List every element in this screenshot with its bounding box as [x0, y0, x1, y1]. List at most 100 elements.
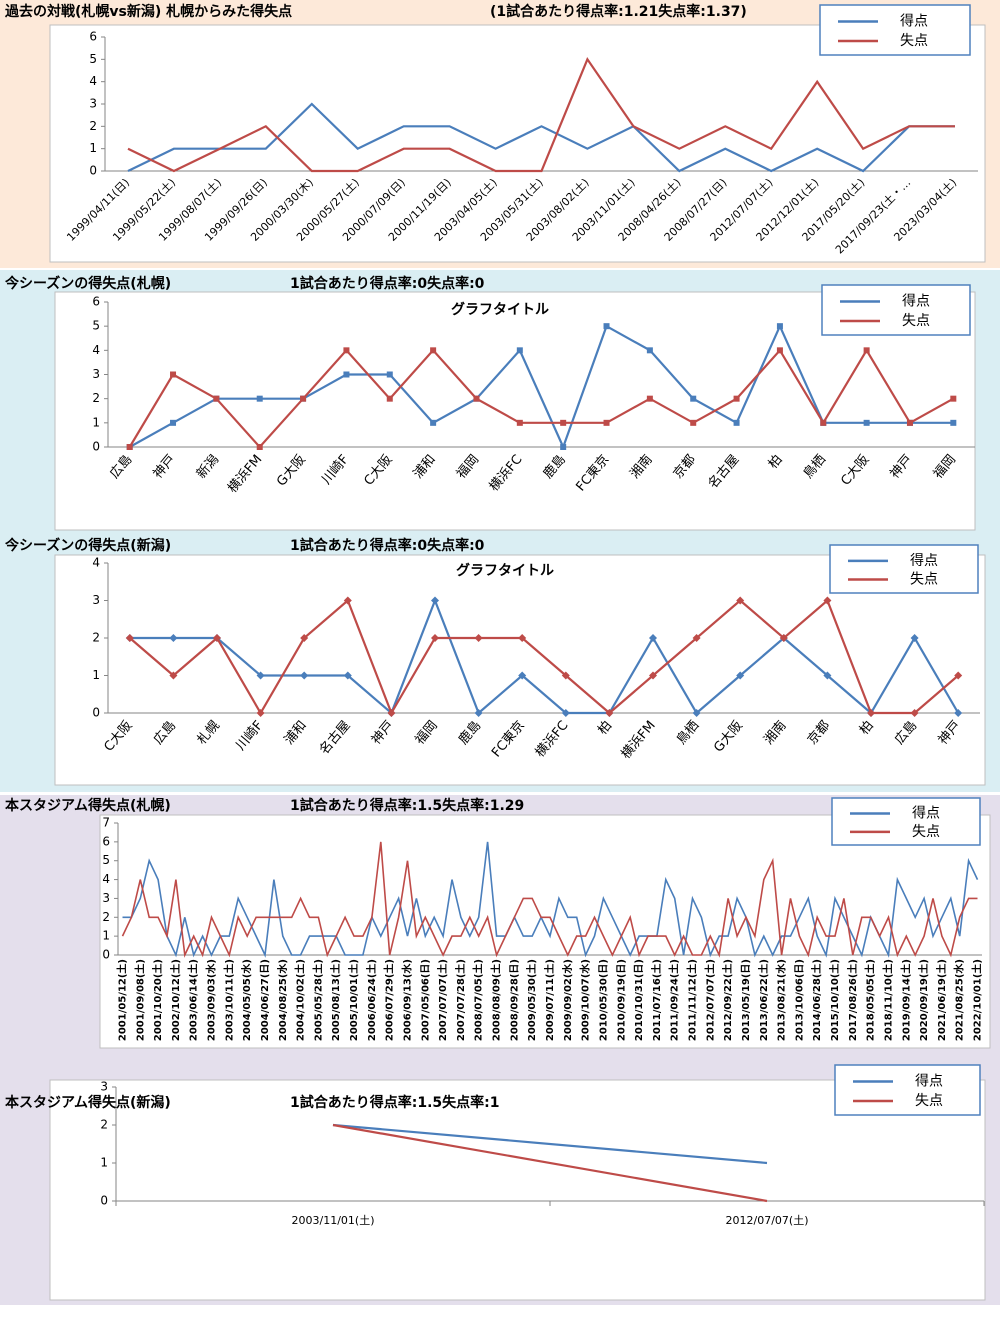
- point-marker: [256, 444, 263, 450]
- x-tick-label: 2011/11/12(土): [686, 959, 699, 1041]
- point-marker: [474, 709, 483, 717]
- section-note: 1試合あたり得点率:1.5失点率:1.29: [290, 797, 524, 814]
- legend-box: [821, 284, 971, 336]
- point-marker: [736, 596, 745, 605]
- legend-label: 失点: [910, 572, 938, 588]
- legend-label: 失点: [900, 33, 928, 49]
- x-tick-label: 2013/05/19(日): [740, 959, 752, 1041]
- chart-frame: [49, 1079, 986, 1301]
- x-tick-label: 2013/08/21(水): [775, 959, 788, 1041]
- point-marker: [692, 709, 701, 717]
- x-tick-label: 2005/08/13(土): [329, 959, 342, 1041]
- x-tick-label: 2005/10/01(土): [347, 959, 360, 1041]
- x-tick-label: 2004/10/02(土): [294, 959, 307, 1041]
- point-marker: [690, 419, 697, 426]
- point-marker: [690, 395, 697, 402]
- section-note: 1試合あたり得点率:0失点率:0: [290, 275, 485, 292]
- y-tick-label: 1: [100, 1156, 108, 1170]
- point-marker: [603, 419, 610, 426]
- x-tick-label: 2021/08/25(水): [953, 959, 966, 1041]
- series-line: [332, 1123, 768, 1203]
- x-tick-label: 2004/05/05(水): [240, 959, 253, 1041]
- y-tick-label: 0: [102, 948, 110, 962]
- y-tick-label: 2: [92, 631, 100, 645]
- series-line: [127, 102, 955, 173]
- y-tick-label: 1: [102, 929, 110, 943]
- point-marker: [561, 671, 570, 680]
- point-marker: [776, 323, 783, 330]
- point-marker: [170, 419, 177, 426]
- point-marker: [256, 671, 265, 680]
- legend-box: [829, 544, 979, 594]
- point-marker: [646, 395, 653, 402]
- y-tick-label: 2: [100, 1118, 108, 1132]
- section-note: 1試合あたり得点率:0失点率:0: [290, 537, 485, 554]
- point-marker: [823, 596, 832, 605]
- section-heading: 本スタジアム得失点(札幌): [5, 797, 171, 814]
- y-tick-label: 7: [102, 816, 110, 830]
- x-tick-label: 2010/10/31(日): [633, 959, 645, 1041]
- point-marker: [560, 419, 567, 426]
- point-marker: [692, 634, 701, 642]
- y-tick-label: 1: [89, 141, 97, 155]
- point-marker: [386, 395, 393, 402]
- x-tick-label: 2002/10/12(土): [169, 959, 182, 1041]
- y-tick-label: 6: [92, 295, 100, 309]
- y-tick-label: 2: [102, 910, 110, 924]
- point-marker: [950, 419, 957, 426]
- point-marker: [733, 395, 740, 402]
- series-line: [121, 841, 978, 958]
- y-tick-label: 4: [89, 74, 97, 88]
- point-marker: [516, 419, 523, 426]
- x-tick-label: 2011/09/24(土): [668, 959, 681, 1041]
- point-marker: [343, 596, 352, 605]
- x-tick-label: 2009/07/11(土): [543, 959, 556, 1041]
- y-tick-label: 6: [102, 834, 110, 848]
- point-marker: [776, 347, 783, 354]
- x-tick-label: 2006/06/24(土): [365, 959, 378, 1041]
- legend-box: [819, 4, 971, 56]
- series-line: [129, 323, 954, 450]
- y-tick-label: 6: [89, 30, 97, 44]
- point-marker: [431, 596, 439, 605]
- point-marker: [516, 347, 523, 354]
- point-marker: [126, 444, 133, 450]
- point-marker: [256, 709, 265, 717]
- x-tick-label: 2018/11/10(土): [881, 959, 894, 1041]
- x-tick-label: 2022/10/01(土): [971, 959, 984, 1041]
- y-tick-label: 0: [92, 440, 100, 454]
- x-tick-label: 2001/10/20(土): [151, 959, 164, 1041]
- x-tick-label: 2001/05/12(土): [115, 959, 128, 1041]
- point-marker: [605, 709, 614, 717]
- x-tick-label: 2019/09/14(土): [899, 959, 912, 1041]
- x-tick-label: 2003/10/11(土): [222, 959, 235, 1041]
- point-marker: [561, 709, 570, 717]
- x-tick-label: 2010/05/30(日): [597, 959, 609, 1041]
- x-tick-label: 2001/09/08(土): [133, 959, 146, 1041]
- point-marker: [473, 395, 480, 402]
- legend-label: 失点: [902, 313, 930, 329]
- chart-frame: [49, 24, 986, 263]
- point-marker: [474, 634, 483, 642]
- legend-label: 得点: [900, 13, 928, 30]
- section-note: 1試合あたり得点率:1.5失点率:1: [290, 1094, 499, 1111]
- series-line: [332, 1123, 768, 1165]
- series-line: [127, 57, 955, 173]
- x-tick-label: 2004/06/27(日): [259, 959, 271, 1041]
- x-tick-label: 2012/07/07(土): [726, 1214, 809, 1227]
- section-heading: 今シーズンの得失点(札幌): [4, 275, 171, 292]
- point-marker: [300, 395, 307, 402]
- point-marker: [863, 347, 870, 354]
- point-marker: [954, 671, 963, 680]
- legend-label: 得点: [902, 293, 930, 310]
- x-tick-label: 2014/06/28(土): [810, 959, 823, 1041]
- x-tick-label: 2008/08/09(土): [490, 959, 503, 1041]
- y-tick-label: 5: [89, 52, 97, 66]
- point-marker: [430, 347, 437, 354]
- point-marker: [649, 671, 657, 680]
- point-marker: [518, 671, 527, 680]
- y-tick-label: 4: [102, 872, 110, 886]
- point-marker: [779, 634, 788, 642]
- x-tick-label: 2012/09/22(土): [721, 959, 734, 1041]
- x-tick-label: 2010/09/19(日): [615, 959, 627, 1041]
